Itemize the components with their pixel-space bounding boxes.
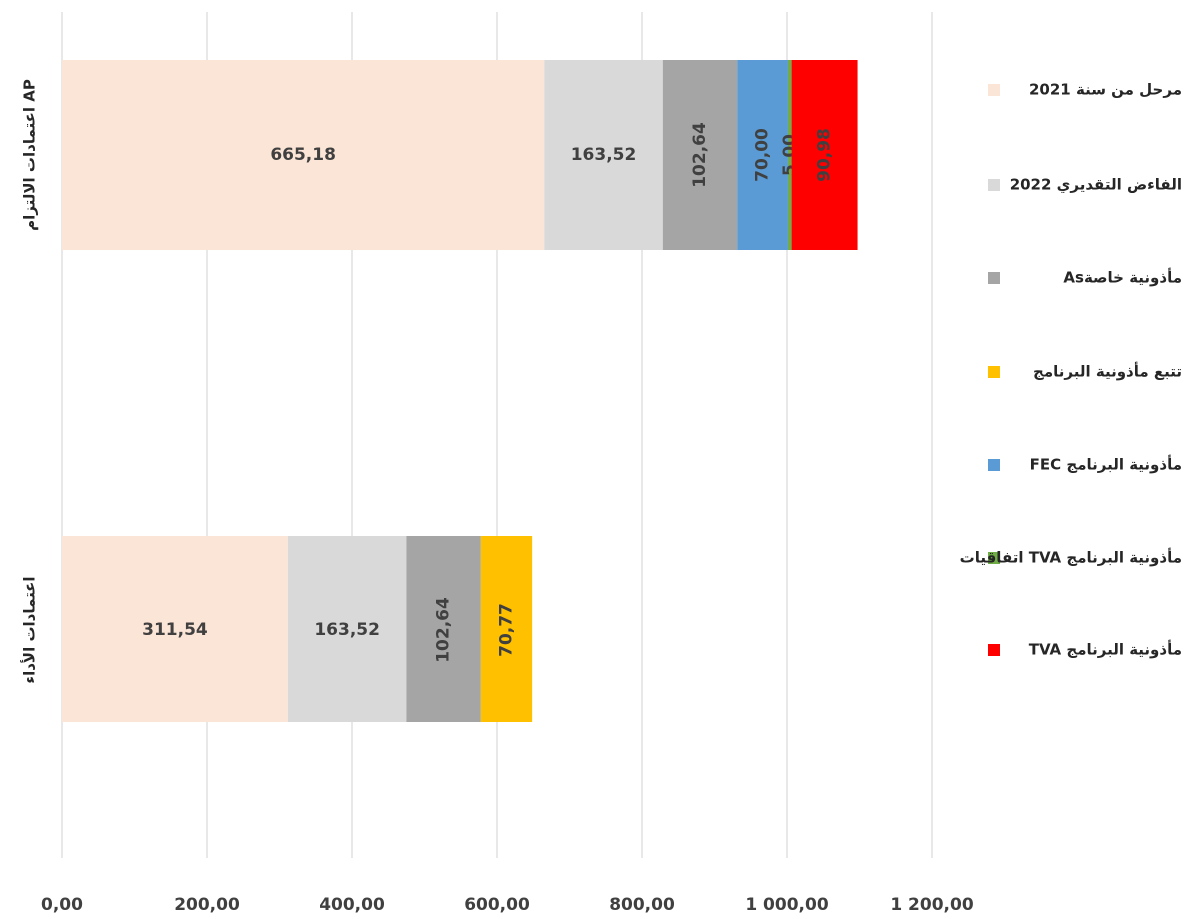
bar-segment xyxy=(787,60,792,250)
x-tick-label: 400,00 xyxy=(319,895,385,915)
value-label: 311,54 xyxy=(142,620,208,640)
legend-swatch xyxy=(988,552,1000,564)
bar-segment xyxy=(737,60,788,250)
bar-segment xyxy=(406,536,481,722)
value-label: 102,64 xyxy=(434,597,454,663)
value-label: 665,18 xyxy=(270,145,336,165)
legend-label: مأذونية البرنامج FEC xyxy=(1030,455,1182,474)
bar-segment xyxy=(544,60,663,250)
legend-swatch xyxy=(988,272,1000,284)
x-tick-label: 800,00 xyxy=(609,895,675,915)
category-label: اعتمادات الالتزام AP xyxy=(21,79,39,231)
legend-swatch xyxy=(988,459,1000,471)
legend-label: مأذونية البرنامج TVA اتفاقيات xyxy=(960,548,1182,567)
legend-label: مرحل من سنة 2021 xyxy=(1029,81,1182,99)
bar-segment xyxy=(62,60,545,250)
legend-label: مأذونية البرنامج TVA xyxy=(1029,640,1182,659)
x-tick-label: 1 000,00 xyxy=(745,895,829,915)
bar-segment xyxy=(62,536,288,722)
bar-segment xyxy=(287,536,407,722)
value-label: 70,00 xyxy=(753,128,773,182)
legend-swatch xyxy=(988,84,1000,96)
legend-swatch xyxy=(988,179,1000,191)
legend-label: مأذونية خاصةAs xyxy=(1063,268,1182,287)
value-label: 163,52 xyxy=(314,620,380,640)
value-label: 70,77 xyxy=(496,603,516,657)
bar-segment xyxy=(662,60,738,250)
legend-label: تتبع مأذونية البرنامج xyxy=(1033,362,1182,381)
value-label: 163,52 xyxy=(571,145,637,165)
value-label: 90,98 xyxy=(815,128,835,182)
legend-swatch xyxy=(988,644,1000,656)
x-tick-label: 0,00 xyxy=(41,895,83,915)
legend-swatch xyxy=(988,366,1000,378)
x-tick-label: 1 200,00 xyxy=(890,895,974,915)
legend-label: الفاءض التقديري 2022 xyxy=(1010,176,1182,195)
category-label: اعتمادات الأداء xyxy=(21,576,39,683)
x-tick-label: 200,00 xyxy=(174,895,240,915)
bar-segment xyxy=(480,536,533,722)
x-tick-label: 600,00 xyxy=(464,895,530,915)
bar-segment xyxy=(791,60,858,250)
value-label: 102,64 xyxy=(690,122,710,188)
